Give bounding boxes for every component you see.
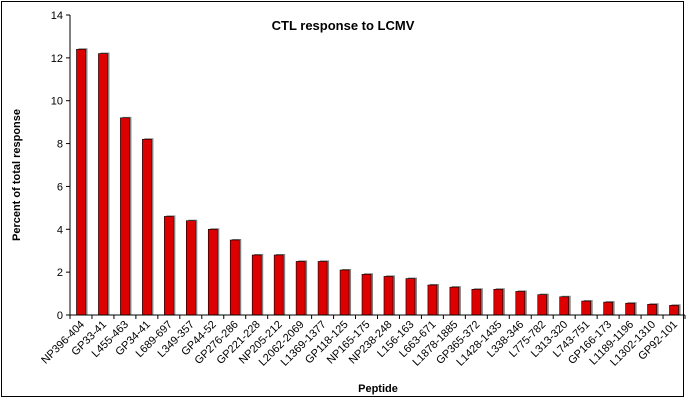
bar bbox=[361, 273, 372, 316]
y-tick-label: 0 bbox=[57, 310, 63, 322]
bar bbox=[295, 261, 306, 316]
chart-title: CTL response to LCMV bbox=[272, 18, 415, 33]
bar bbox=[537, 294, 548, 316]
bar bbox=[493, 288, 504, 316]
bar bbox=[142, 138, 152, 316]
bar bbox=[120, 117, 130, 316]
bar bbox=[647, 303, 657, 316]
bar bbox=[581, 300, 591, 316]
bar bbox=[98, 53, 108, 316]
bar bbox=[471, 288, 482, 316]
bar bbox=[669, 305, 679, 316]
bar bbox=[164, 216, 174, 316]
y-tick-label: 8 bbox=[57, 139, 63, 151]
x-ticks-group: NP396-404GP33-41L455-463GP34-41L689-697L… bbox=[39, 315, 686, 369]
bar bbox=[559, 296, 569, 316]
y-tick-label: 10 bbox=[51, 96, 63, 108]
y-tick-label: 6 bbox=[57, 181, 63, 193]
bar bbox=[273, 254, 284, 316]
x-axis-label: Peptide bbox=[358, 383, 398, 395]
y-tick-label: 14 bbox=[51, 10, 63, 22]
bar bbox=[207, 228, 218, 316]
y-tick-label: 4 bbox=[57, 224, 63, 236]
axes-group bbox=[69, 15, 685, 316]
bar bbox=[603, 301, 613, 316]
bar bbox=[427, 284, 438, 316]
y-axis-label: Percent of total response bbox=[11, 109, 23, 241]
bar bbox=[383, 276, 394, 316]
bar bbox=[339, 269, 350, 316]
y-ticks-group: 0 2 4 6 8 10 12 14 bbox=[51, 10, 70, 322]
bar bbox=[515, 291, 526, 316]
bar bbox=[449, 286, 460, 316]
bar bbox=[405, 278, 416, 316]
bars-group bbox=[76, 48, 681, 316]
bar bbox=[229, 239, 240, 316]
y-tick-label: 12 bbox=[51, 53, 63, 65]
bar bbox=[186, 220, 196, 316]
bar bbox=[251, 254, 262, 316]
y-tick-label: 2 bbox=[57, 267, 63, 279]
bar bbox=[625, 302, 635, 316]
bar bbox=[317, 261, 328, 316]
bar bbox=[76, 48, 86, 316]
